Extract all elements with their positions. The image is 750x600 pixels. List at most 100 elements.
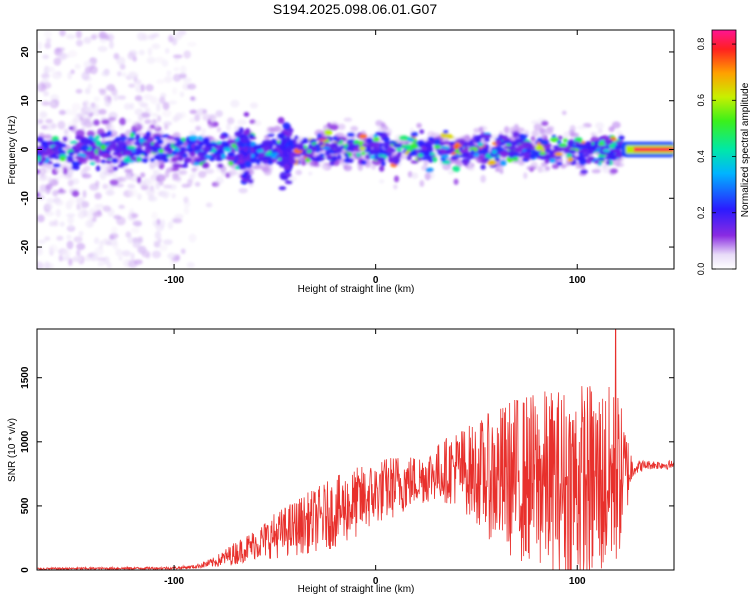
spectrogram-blob: [551, 163, 560, 169]
spectrogram-blob: [63, 128, 69, 135]
spectrogram-blob: [82, 190, 87, 198]
spectrogram-blob: [173, 67, 180, 72]
spectrogram-blob: [308, 171, 313, 176]
spectrogram-blob: [172, 163, 182, 168]
spectrogram-blob: [37, 239, 46, 244]
spectrogram-blob: [393, 184, 398, 190]
spectrogram-blob: [151, 149, 158, 154]
strong-tone-core: [633, 147, 674, 152]
spectrogram-blob: [339, 145, 346, 149]
spectrogram-blob: [152, 169, 158, 176]
spectrogram-blob: [383, 145, 390, 150]
spectrogram-blob: [107, 143, 117, 148]
spectrogram-blob: [303, 152, 312, 158]
spectrogram-blob: [48, 244, 58, 253]
spectrogram-blob: [58, 254, 63, 262]
spectrogram-blob: [109, 40, 114, 49]
spectrogram-blob: [73, 149, 80, 154]
spectrogram-blob: [279, 133, 285, 139]
spectrogram-blob: [81, 71, 90, 81]
spectrogram-blob: [531, 129, 539, 138]
spectrogram-blob: [58, 173, 68, 178]
spectrogram-blob: [602, 163, 607, 169]
spectrogram-blob: [193, 162, 200, 166]
spectrogram-blob: [295, 169, 302, 176]
spectrogram-blob: [42, 76, 49, 83]
spectrogram-blob: [69, 140, 78, 145]
spectrogram-blob: [75, 88, 83, 94]
spectrogram-blob: [88, 251, 98, 261]
spectrogram-blob: [157, 139, 164, 143]
spectrogram-blob: [97, 149, 103, 155]
spectrogram-blob: [219, 135, 226, 140]
spectrogram-blob: [594, 160, 600, 165]
spectrogram-blob: [172, 176, 182, 182]
spectrogram-blob: [208, 142, 218, 147]
spectrogram-blob: [194, 159, 201, 163]
spectrogram-blob: [90, 154, 100, 161]
spectrogram-blob: [205, 202, 213, 208]
spectrogram-blob: [398, 135, 408, 141]
spectrogram-blob: [106, 160, 111, 164]
spectrogram-blob: [51, 71, 62, 80]
spectrogram-blob: [516, 127, 525, 133]
spectrogram-blob: [58, 187, 64, 193]
spectrogram-blob: [535, 145, 544, 152]
colorbar-tick-label: 0.2: [696, 207, 706, 220]
spectrogram-blob: [346, 132, 355, 138]
spectrogram-blob: [330, 142, 337, 150]
spectrogram-blob: [44, 144, 49, 149]
spectrogram-blob: [593, 131, 599, 137]
spectrogram-blob: [144, 119, 152, 125]
spectrogram-blob: [427, 136, 435, 141]
spectrogram-blob: [615, 158, 621, 167]
spectrogram-blob: [598, 142, 604, 146]
spectrogram-blob: [45, 147, 53, 154]
spectrogram-blob: [416, 122, 422, 129]
spectrogram-blob: [253, 120, 262, 127]
spectrogram-blob: [503, 126, 510, 134]
spectrogram-blob: [157, 115, 162, 122]
spectrogram-blob: [396, 148, 403, 152]
spectrogram-blob: [113, 214, 122, 220]
spectrogram-blob: [49, 220, 56, 227]
spectrogram-blob: [123, 103, 132, 110]
spectrogram-blob: [105, 85, 112, 91]
spectrogram-blob: [151, 146, 160, 151]
spectrogram-blob: [113, 53, 120, 60]
spectrogram-blob: [257, 152, 265, 158]
spectrogram-blob: [127, 236, 135, 244]
spectrogram-blob: [162, 101, 170, 111]
spectrogram-frame: [36, 29, 675, 270]
spectrogram-blob: [37, 249, 43, 256]
spectrogram-blob: [319, 136, 327, 140]
spectrogram-blob: [163, 239, 173, 246]
spectrogram-blob: [191, 169, 197, 179]
spectrogram-blob: [86, 130, 95, 137]
spectrogram-blob: [221, 153, 226, 160]
spectrogram-blob: [562, 138, 568, 143]
spectrogram-blob: [70, 109, 78, 116]
spectrogram-blob: [278, 186, 287, 191]
spectrogram-blob: [74, 63, 81, 70]
spectrogram-blob: [337, 123, 346, 131]
spectrogram-blob: [331, 155, 338, 162]
spectrogram-blob: [400, 154, 406, 160]
spectrogram-blob: [324, 129, 333, 136]
spectrogram-blob: [55, 208, 62, 218]
spectrogram-blob: [511, 142, 519, 147]
spectrogram-blob: [406, 155, 412, 161]
spectrogram-blob: [187, 178, 193, 187]
spectrogram-blob: [314, 162, 321, 168]
spectrogram-blob: [411, 172, 419, 179]
spectrogram-blob: [587, 156, 595, 162]
spectrogram-blob: [45, 66, 55, 73]
spectrogram-blob: [127, 183, 136, 189]
spectrogram-blob: [138, 245, 147, 255]
spectrogram-blob: [76, 249, 81, 257]
spectrogram-blob: [124, 168, 133, 173]
spectrogram-blob: [131, 227, 140, 234]
spectrogram-blob: [605, 160, 611, 166]
spectrogram-blob: [420, 156, 429, 161]
spectrogram-blob: [358, 133, 368, 139]
